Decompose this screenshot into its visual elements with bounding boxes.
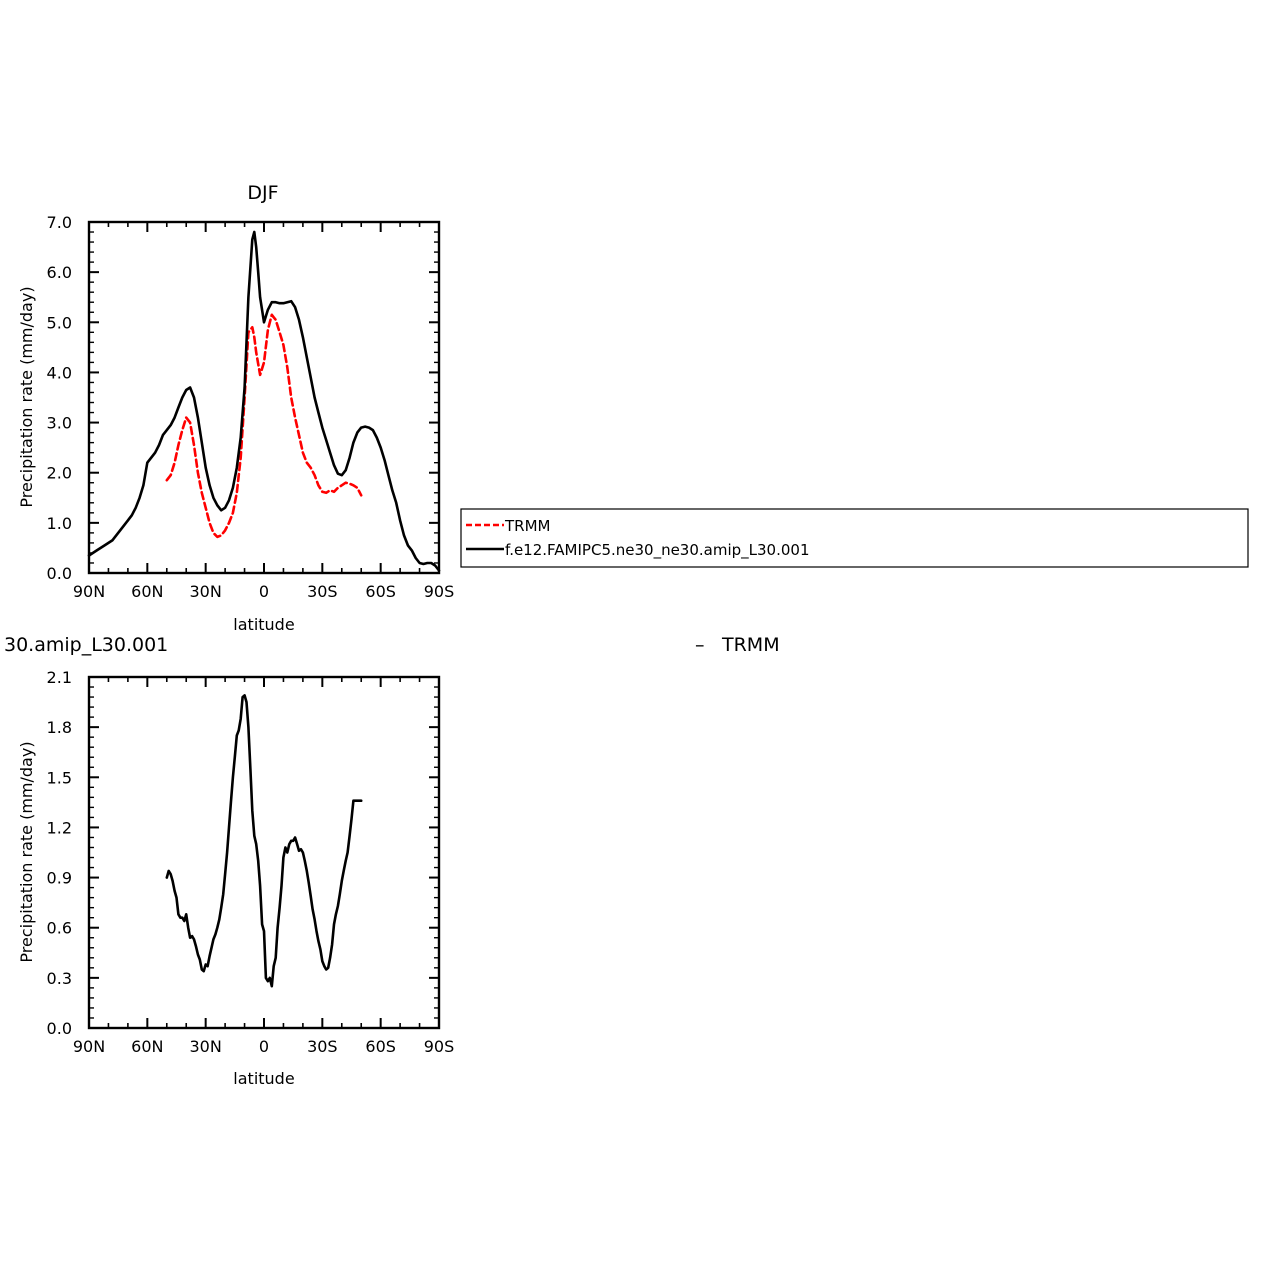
y-tick-label: 0.0 (47, 564, 72, 583)
y-tick-label: 6.0 (47, 263, 72, 282)
x-axis-label: latitude (233, 615, 294, 634)
legend-dash: – (695, 634, 705, 656)
y-tick-label: 5.0 (47, 313, 72, 332)
y-axis-label: Precipitation rate (mm/day) (17, 286, 36, 507)
y-tick-label: 1.8 (47, 718, 72, 737)
x-tick-label: 90N (73, 1037, 105, 1056)
y-tick-label: 3.0 (47, 414, 72, 433)
y-tick-label: 1.0 (47, 514, 72, 533)
legend-box (460, 508, 1249, 568)
x-tick-label: 0 (259, 582, 269, 601)
y-axis-label: Precipitation rate (mm/day) (17, 741, 36, 962)
plot-frame (87, 220, 441, 575)
x-tick-label: 0 (259, 1037, 269, 1056)
y-tick-labels: 0.0 1.0 2.0 3.0 4.0 5.0 6.0 7.0 (47, 213, 72, 583)
y-tick-label: 0.0 (47, 1019, 72, 1038)
x-tick-label: 30N (190, 582, 222, 601)
x-tick-label: 90S (424, 1037, 455, 1056)
y-tick-labels: 0.0 0.3 0.6 0.9 1.2 1.5 1.8 2.1 (47, 668, 72, 1038)
x-tick-label: 30S (307, 1037, 338, 1056)
y-tick-label: 0.9 (47, 869, 72, 888)
series-line-1 (87, 230, 441, 572)
x-tick-label: 30N (190, 1037, 222, 1056)
legend-text: TRMM (721, 634, 780, 656)
djf-zonal-mean-panel: DJF 90N 60N 30N 0 30S 60S 90S 0.0 1.0 2.0 3.0 4.0 5… (17, 182, 1249, 634)
series-lines (87, 230, 441, 572)
x-tick-label: 60N (131, 1037, 163, 1056)
y-tick-label: 1.5 (47, 768, 72, 787)
x-axis-label: latitude (233, 1069, 294, 1088)
x-tick-label: 60S (365, 1037, 396, 1056)
y-tick-label: 0.3 (47, 969, 72, 988)
plot-frame (87, 675, 441, 1030)
legend-label-model: f.e12.FAMIPC5.ne30_ne30.amip_L30.001 (505, 541, 810, 560)
legend-label-trmm: – TRMM (695, 634, 780, 656)
y-tick-label: 7.0 (47, 213, 72, 232)
y-tick-label: 4.0 (47, 363, 72, 382)
x-tick-labels: 90N 60N 30N 0 30S 60S 90S (73, 1037, 454, 1056)
y-tick-label: 0.6 (47, 919, 72, 938)
x-tick-label: 90S (424, 582, 455, 601)
series-lines (165, 694, 363, 988)
x-tick-label: 60N (131, 582, 163, 601)
x-tick-label: 60S (365, 582, 396, 601)
series-line-0 (165, 313, 363, 539)
panel-title: 30.amip_L30.001 (4, 634, 168, 656)
x-tick-label: 30S (307, 582, 338, 601)
x-tick-label: 90N (73, 582, 105, 601)
x-tick-labels: 90N 60N 30N 0 30S 60S 90S (73, 582, 454, 601)
series-line-0 (165, 694, 363, 988)
y-tick-label: 1.2 (47, 818, 72, 837)
y-tick-label: 2.0 (47, 464, 72, 483)
y-tick-label: 2.1 (47, 668, 72, 687)
legend-label-trmm: TRMM (504, 517, 550, 535)
difference-panel: 30.amip_L30.001 – TRMM 90N 60N 30N 0 30S 60S 90… (4, 634, 780, 1088)
legend: TRMM f.e12.FAMIPC5.ne30_ne30.amip_L30.00… (460, 508, 1249, 568)
panel-title: DJF (247, 182, 278, 204)
